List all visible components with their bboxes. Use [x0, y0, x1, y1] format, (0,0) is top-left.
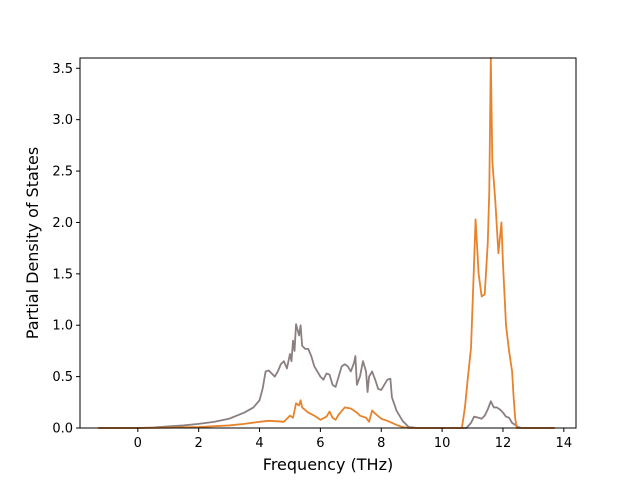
x-tick-label: 10	[434, 436, 451, 451]
x-axis-title: Frequency (THz)	[263, 455, 393, 474]
y-tick-label: 0.0	[52, 422, 73, 437]
y-tick-label: 2.0	[52, 216, 73, 231]
y-tick-label: 2.5	[52, 165, 73, 180]
series-line-2	[98, 57, 555, 429]
y-tick-label: 0.5	[52, 370, 73, 385]
y-axis-title: Partial Density of States	[23, 147, 42, 339]
x-tick-label: 2	[195, 436, 203, 451]
series-line-1	[98, 323, 555, 429]
y-axis-ticks: 0.0 0.5 1.0 1.5 2.0 2.5 3.0 3.5	[52, 62, 80, 437]
plot-frame	[79, 57, 577, 429]
x-tick-label: 12	[495, 436, 512, 451]
x-tick-label: 6	[316, 436, 324, 451]
x-tick-label: 4	[255, 436, 263, 451]
x-tick-label: 0	[134, 436, 142, 451]
y-tick-label: 1.0	[52, 319, 73, 334]
x-tick-label: 8	[377, 436, 385, 451]
series-layer	[98, 57, 555, 429]
x-tick-label: 14	[556, 436, 573, 451]
x-axis-ticks: 0 2 4 6 8 10 12 14	[134, 428, 572, 451]
y-tick-label: 3.0	[52, 113, 73, 128]
y-tick-label: 3.5	[52, 62, 73, 77]
y-tick-label: 1.5	[52, 267, 73, 282]
